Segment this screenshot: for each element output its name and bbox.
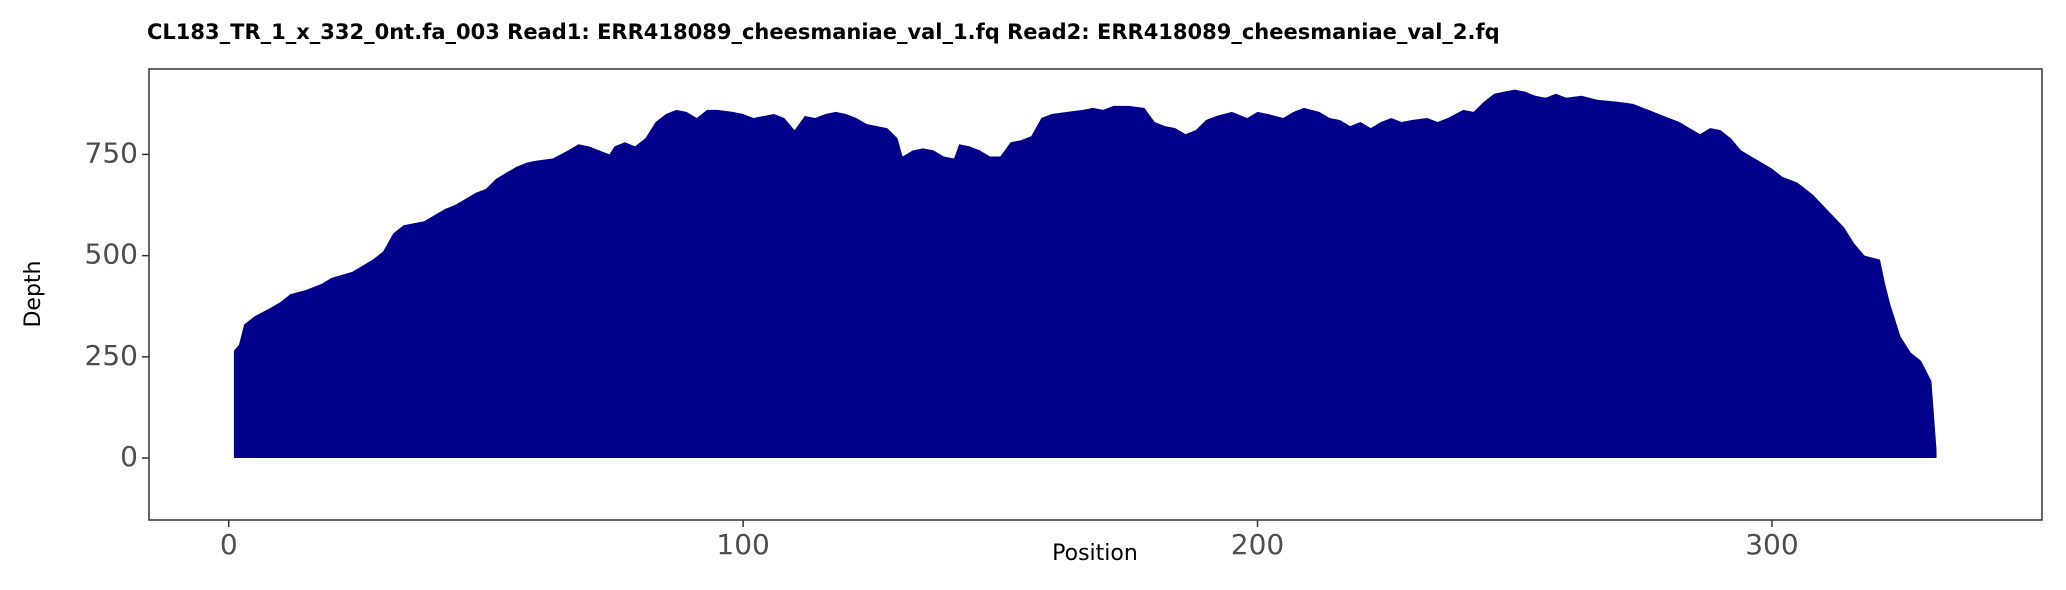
x-axis-title: Position bbox=[1052, 541, 1138, 566]
y-tick-label: 750 bbox=[85, 136, 138, 169]
area bbox=[233, 89, 1937, 459]
y-tick-label: 0 bbox=[120, 440, 138, 473]
y-tick-label: 250 bbox=[85, 339, 138, 372]
panel-border bbox=[148, 68, 2043, 521]
chart-title: CL183_TR_1_x_332_0nt.fa_003 Read1: ERR41… bbox=[147, 20, 1500, 44]
x-tick-label: 200 bbox=[1231, 528, 1284, 561]
y-axis-title: Depth bbox=[21, 260, 46, 327]
x-tick-label: 0 bbox=[220, 528, 238, 561]
x-tick-label: 100 bbox=[716, 528, 769, 561]
y-tick-label: 500 bbox=[85, 238, 138, 271]
x-tick-label: 300 bbox=[1745, 528, 1798, 561]
